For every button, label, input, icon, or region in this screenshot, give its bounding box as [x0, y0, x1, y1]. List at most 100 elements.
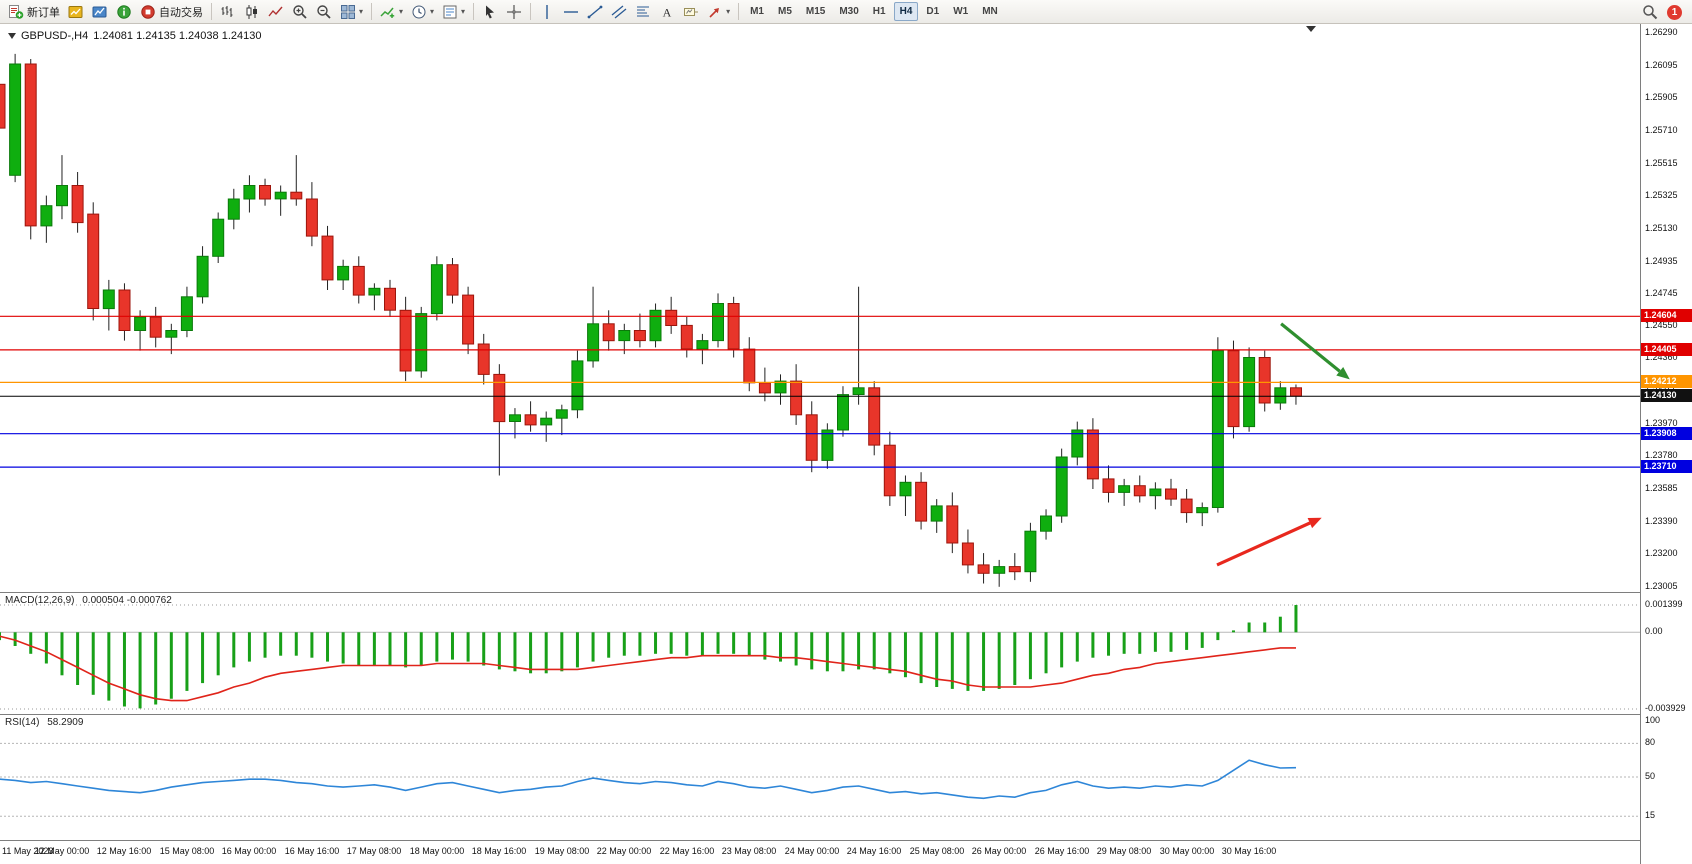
candle[interactable]	[9, 53, 22, 183]
timeframe-mn[interactable]: MN	[982, 6, 998, 17]
candle[interactable]	[118, 283, 131, 341]
candle[interactable]	[180, 286, 193, 338]
fibonacci-button[interactable]	[631, 2, 655, 22]
candle[interactable]	[477, 333, 490, 385]
candle[interactable]	[1196, 502, 1209, 527]
candle[interactable]	[587, 286, 600, 368]
candle[interactable]	[196, 246, 209, 304]
timeframe-d1[interactable]: D1	[926, 6, 940, 17]
collapse-chart-icon[interactable]	[8, 33, 16, 39]
zoom-in-button[interactable]	[288, 2, 312, 22]
info-button[interactable]	[112, 2, 136, 22]
candle[interactable]	[805, 401, 818, 473]
candle[interactable]	[696, 333, 709, 365]
candle[interactable]	[540, 411, 553, 442]
timeframe-h1[interactable]: H1	[872, 6, 886, 17]
candle[interactable]	[384, 279, 396, 317]
indicators-button[interactable]: ▾	[376, 2, 407, 22]
candle[interactable]	[555, 404, 568, 436]
timeframe-m30[interactable]: M30	[839, 6, 859, 17]
candle[interactable]	[1180, 489, 1193, 523]
candle[interactable]	[1149, 482, 1162, 510]
candle[interactable]	[102, 279, 115, 331]
candle[interactable]	[493, 364, 506, 476]
timeframe-w1[interactable]: W1	[953, 6, 969, 17]
price-scale[interactable]: 1.26290 1.26095 1.25905 1.25710 1.25515 1.253…	[1640, 24, 1692, 864]
candle[interactable]	[415, 306, 428, 378]
candle[interactable]	[56, 155, 68, 220]
candle[interactable]	[946, 492, 959, 554]
candle[interactable]	[1102, 465, 1115, 503]
candle[interactable]	[212, 212, 225, 264]
candle[interactable]	[1274, 381, 1287, 410]
candle[interactable]	[165, 323, 178, 355]
label-button[interactable]	[679, 2, 703, 22]
timeframe-m5[interactable]: M5	[777, 6, 792, 17]
candle[interactable]	[899, 475, 912, 517]
line-chart-button[interactable]	[264, 2, 288, 22]
candle[interactable]	[837, 386, 849, 437]
search-icon[interactable]	[1642, 4, 1658, 20]
candle[interactable]	[680, 317, 693, 358]
candle[interactable]	[243, 175, 256, 213]
candle[interactable]	[290, 155, 303, 206]
channel-button[interactable]	[607, 2, 631, 22]
candle[interactable]	[446, 258, 459, 304]
candle[interactable]	[1165, 478, 1177, 506]
candle[interactable]	[602, 310, 615, 351]
tile-windows-button[interactable]: ▾	[336, 2, 367, 22]
candlestick-button[interactable]	[240, 2, 264, 22]
cursor-button[interactable]	[478, 2, 502, 22]
candle[interactable]	[274, 185, 287, 216]
candle[interactable]	[868, 381, 881, 456]
templates-button[interactable]: ▾	[438, 2, 469, 22]
candle[interactable]	[1211, 337, 1224, 513]
periods-button[interactable]: ▾	[407, 2, 438, 22]
candle[interactable]	[712, 293, 724, 348]
text-button[interactable]: A	[655, 2, 679, 22]
candle[interactable]	[743, 337, 756, 392]
candle[interactable]	[259, 178, 271, 206]
notification-badge[interactable]: 1	[1667, 4, 1682, 20]
timeframe-m15[interactable]: M15	[805, 6, 826, 17]
candle[interactable]	[305, 182, 318, 247]
bar-chart-button[interactable]	[216, 2, 240, 22]
candle[interactable]	[993, 559, 1006, 587]
candle[interactable]	[1118, 478, 1131, 506]
candle[interactable]	[1040, 509, 1052, 540]
rsi-chart[interactable]	[0, 715, 1640, 840]
candle[interactable]	[633, 313, 646, 348]
vertical-line-button[interactable]	[535, 2, 559, 22]
candle[interactable]	[1290, 384, 1302, 405]
candle[interactable]	[71, 172, 84, 233]
candle[interactable]	[1227, 340, 1240, 439]
candle[interactable]	[1086, 418, 1099, 489]
candle[interactable]	[930, 499, 943, 533]
charts-button[interactable]	[64, 2, 88, 22]
candle[interactable]	[727, 296, 740, 358]
candle[interactable]	[852, 286, 865, 405]
timeframe-h4[interactable]: H4	[893, 2, 919, 21]
candle[interactable]	[337, 259, 350, 290]
trendline-button[interactable]	[583, 2, 607, 22]
candle[interactable]	[368, 283, 381, 311]
autotrading-button[interactable]: 自动交易	[136, 2, 207, 22]
candle[interactable]	[977, 553, 990, 584]
candle[interactable]	[399, 296, 412, 382]
candle[interactable]	[961, 529, 974, 574]
candle[interactable]	[571, 350, 584, 419]
candle[interactable]	[649, 303, 662, 348]
candle[interactable]	[883, 431, 896, 506]
candle[interactable]	[227, 188, 240, 230]
candle[interactable]	[1008, 553, 1021, 581]
candle[interactable]	[1071, 421, 1084, 466]
candle[interactable]	[462, 286, 475, 355]
chart-shift-marker[interactable]	[1306, 26, 1316, 32]
candle[interactable]	[790, 364, 803, 425]
price-chart[interactable]	[0, 24, 1640, 592]
candle[interactable]	[430, 256, 443, 321]
crosshair-button[interactable]	[502, 2, 526, 22]
candle[interactable]	[149, 306, 162, 348]
candle[interactable]	[665, 296, 678, 334]
candle[interactable]	[524, 401, 537, 432]
